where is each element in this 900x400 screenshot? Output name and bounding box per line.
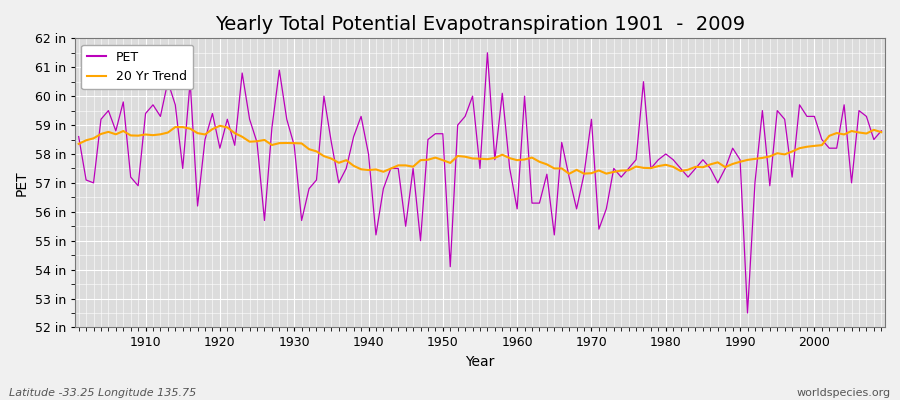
Title: Yearly Total Potential Evapotranspiration 1901  -  2009: Yearly Total Potential Evapotranspiratio… bbox=[215, 15, 745, 34]
Y-axis label: PET: PET bbox=[15, 170, 29, 196]
Text: Latitude -33.25 Longitude 135.75: Latitude -33.25 Longitude 135.75 bbox=[9, 388, 196, 398]
Legend: PET, 20 Yr Trend: PET, 20 Yr Trend bbox=[81, 44, 194, 89]
Text: worldspecies.org: worldspecies.org bbox=[796, 388, 891, 398]
X-axis label: Year: Year bbox=[465, 355, 495, 369]
